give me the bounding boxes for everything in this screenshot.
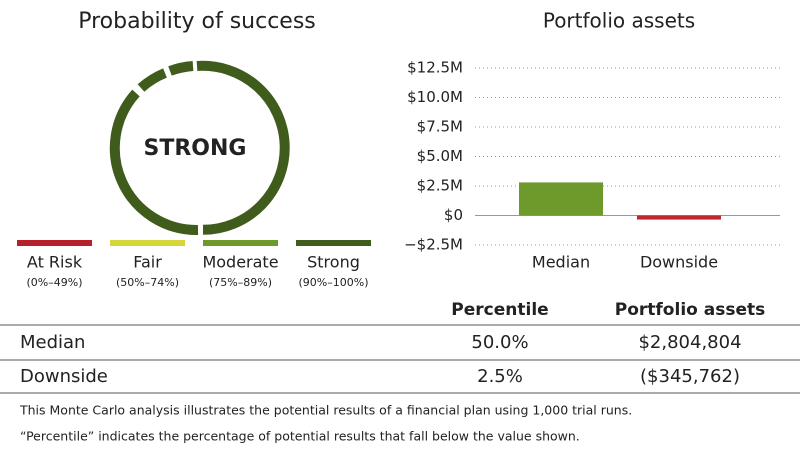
legend-label: Moderate <box>202 253 278 272</box>
bar <box>637 215 721 220</box>
y-tick-label: $7.5M <box>417 118 463 136</box>
table-header: Percentile <box>451 300 548 320</box>
x-tick-label: Median <box>532 253 590 272</box>
legend-label: At Risk <box>27 253 83 272</box>
gauge-status: STRONG <box>144 136 247 161</box>
ring-arc <box>168 61 194 76</box>
legend-swatch <box>17 240 92 246</box>
note: “Percentile” indicates the percentage of… <box>20 429 580 444</box>
legend-label: Strong <box>307 253 360 272</box>
y-tick-label: $0 <box>444 206 463 224</box>
ring-arc <box>137 68 168 92</box>
table-header: Portfolio assets <box>615 300 765 320</box>
chart-title: Portfolio assets <box>543 9 695 33</box>
y-tick-label: $2.5M <box>417 177 463 195</box>
table-cell: ($345,762) <box>640 366 740 387</box>
legend-range: (0%–49%) <box>27 276 83 289</box>
legend-swatch <box>203 240 278 246</box>
legend-swatch <box>110 240 185 246</box>
gauge-title: Probability of success <box>78 9 316 34</box>
note: This Monte Carlo analysis illustrates th… <box>19 403 632 418</box>
y-tick-label: $5.0M <box>417 147 463 165</box>
legend-range: (50%–74%) <box>116 276 179 289</box>
y-tick-label: −$2.5M <box>404 236 463 254</box>
gauge-ring <box>109 60 290 236</box>
x-tick-label: Downside <box>640 253 718 272</box>
legend-swatch <box>296 240 371 246</box>
table-cell: Downside <box>20 366 108 387</box>
legend-label: Fair <box>133 253 162 272</box>
table-cell: $2,804,804 <box>638 332 741 353</box>
ring-arc <box>196 60 290 235</box>
y-tick-label: $10.0M <box>407 88 463 106</box>
legend-range: (90%–100%) <box>299 276 369 289</box>
table-cell: 2.5% <box>477 366 523 387</box>
bar <box>519 182 603 216</box>
ring-arc <box>109 89 199 236</box>
legend-range: (75%–89%) <box>209 276 272 289</box>
y-tick-label: $12.5M <box>407 59 463 77</box>
table-cell: 50.0% <box>471 332 528 353</box>
table-cell: Median <box>20 332 85 353</box>
